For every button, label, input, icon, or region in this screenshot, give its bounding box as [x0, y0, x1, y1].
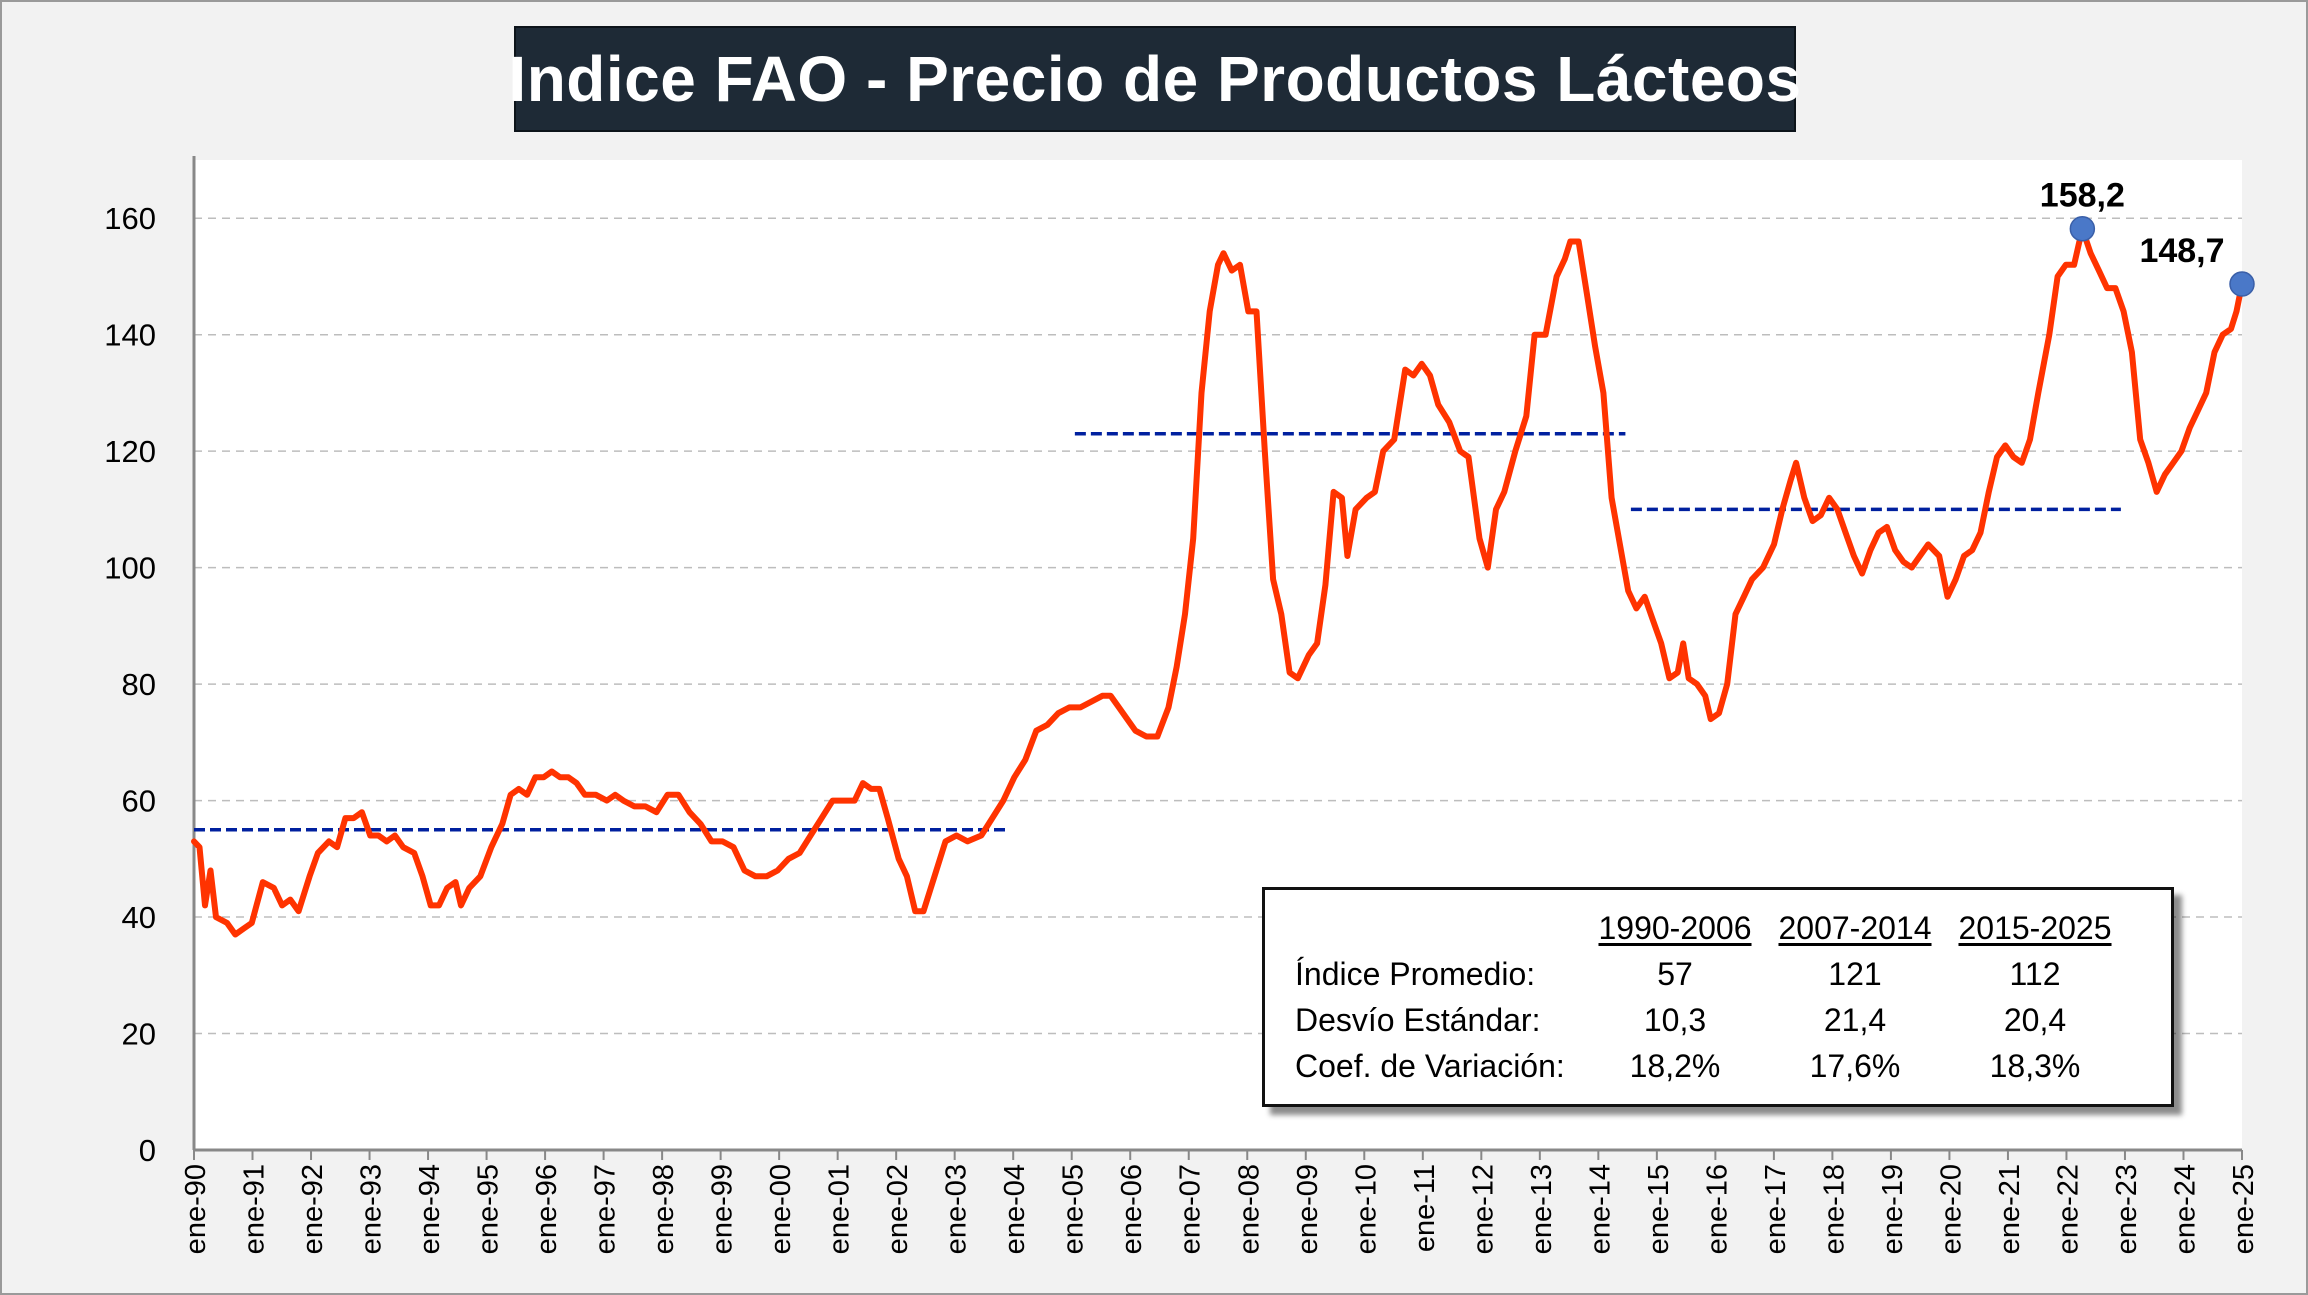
data-point-marker	[2069, 215, 2096, 242]
x-tick-label: ene-01	[824, 1164, 856, 1254]
title-box: Indice FAO - Precio de Productos Lácteos	[508, 26, 1801, 132]
x-tick-label: ene-97	[590, 1164, 622, 1254]
stats-value: 21,4	[1823, 1002, 1887, 1038]
x-tick-label: ene-99	[707, 1164, 739, 1254]
x-tick-label: ene-21	[1994, 1164, 2026, 1254]
x-tick-label: ene-02	[882, 1164, 914, 1254]
stats-label: Índice Promedio:	[1295, 956, 1536, 992]
x-tick-label: ene-23	[2111, 1164, 2143, 1254]
x-tick-label: ene-96	[531, 1164, 563, 1254]
chart-title: Indice FAO - Precio de Productos Lácteos	[508, 43, 1802, 115]
x-tick-label: ene-92	[297, 1164, 329, 1254]
stats-header: 1990-2006	[1598, 910, 1752, 946]
x-tick-label: ene-25	[2228, 1164, 2260, 1254]
stats-header: 2007-2014	[1778, 910, 1932, 946]
x-tick-label: ene-03	[941, 1164, 973, 1254]
x-tick-label: ene-91	[239, 1164, 271, 1254]
stats-value: 20,4	[2003, 1002, 2067, 1038]
x-tick-label: ene-90	[180, 1164, 212, 1254]
series-line	[191, 225, 2245, 938]
x-tick-label: ene-10	[1350, 1164, 1382, 1254]
x-tick-label: ene-20	[1935, 1164, 1967, 1254]
x-tick-label: ene-09	[1292, 1164, 1324, 1254]
x-tick-label: ene-93	[356, 1164, 388, 1254]
stats-value: 10,3	[1643, 1002, 1707, 1038]
data-label: 158,2	[2040, 177, 2125, 215]
data-label: 148,7	[2139, 232, 2224, 270]
x-tick-label: ene-18	[1818, 1164, 1850, 1254]
x-tick-label: ene-07	[1175, 1164, 1207, 1254]
stats-row-average: Índice Promedio: 57 121 112	[1265, 952, 2171, 996]
x-tick-label: ene-98	[648, 1164, 680, 1254]
x-tick-label: ene-22	[2052, 1164, 2084, 1254]
stats-value: 18,3%	[1989, 1048, 2081, 1084]
stats-value: 57	[1657, 956, 1693, 992]
y-tick-label: 80	[122, 667, 156, 702]
stats-value: 112	[2009, 956, 2061, 992]
stats-header-row: 1990-2006 2007-2014 2015-2025	[1265, 906, 2171, 950]
y-tick-label: 100	[104, 551, 156, 586]
y-tick-label: 160	[104, 201, 156, 236]
stats-label: Coef. de Variación:	[1295, 1048, 1565, 1084]
stats-label: Desvío Estándar:	[1295, 1002, 1541, 1038]
y-tick-label: 40	[122, 900, 156, 935]
x-tick-label: ene-06	[1116, 1164, 1148, 1254]
stats-value: 121	[1828, 956, 1882, 992]
data-point-marker	[2229, 271, 2255, 297]
x-tick-label: ene-11	[1409, 1164, 1441, 1252]
x-tick-label: ene-08	[1233, 1164, 1265, 1254]
y-tick-label: 60	[122, 784, 156, 819]
x-tick-label: ene-12	[1467, 1164, 1499, 1254]
x-tick-label: ene-13	[1526, 1164, 1558, 1254]
stats-table: 1990-2006 2007-2014 2015-2025 Índice Pro…	[1262, 887, 2174, 1107]
x-tick-label: ene-94	[414, 1164, 446, 1254]
stats-row-stddev: Desvío Estándar: 10,3 21,4 20,4	[1265, 998, 2171, 1042]
stats-row-cv: Coef. de Variación: 18,2% 17,6% 18,3%	[1265, 1044, 2171, 1088]
stats-header: 2015-2025	[1958, 910, 2112, 946]
stats-value: 18,2%	[1629, 1048, 1721, 1084]
x-tick-label: ene-17	[1760, 1164, 1792, 1254]
x-tick-label: ene-05	[1058, 1164, 1090, 1254]
x-tick-label: ene-16	[1701, 1164, 1733, 1254]
x-tick-label: ene-00	[765, 1164, 797, 1254]
y-tick-label: 140	[104, 318, 156, 353]
y-tick-label: 0	[139, 1133, 156, 1168]
x-tick-label: ene-24	[2169, 1164, 2201, 1254]
x-tick-label: ene-19	[1877, 1164, 1909, 1254]
stats-value: 17,6%	[1809, 1048, 1901, 1084]
y-tick-label: 120	[104, 434, 156, 469]
x-tick-label: ene-95	[473, 1164, 505, 1254]
x-tick-label: ene-04	[999, 1164, 1031, 1254]
y-tick-label: 20	[122, 1017, 156, 1052]
x-tick-label: ene-15	[1643, 1164, 1675, 1254]
x-tick-label: ene-14	[1584, 1164, 1616, 1254]
